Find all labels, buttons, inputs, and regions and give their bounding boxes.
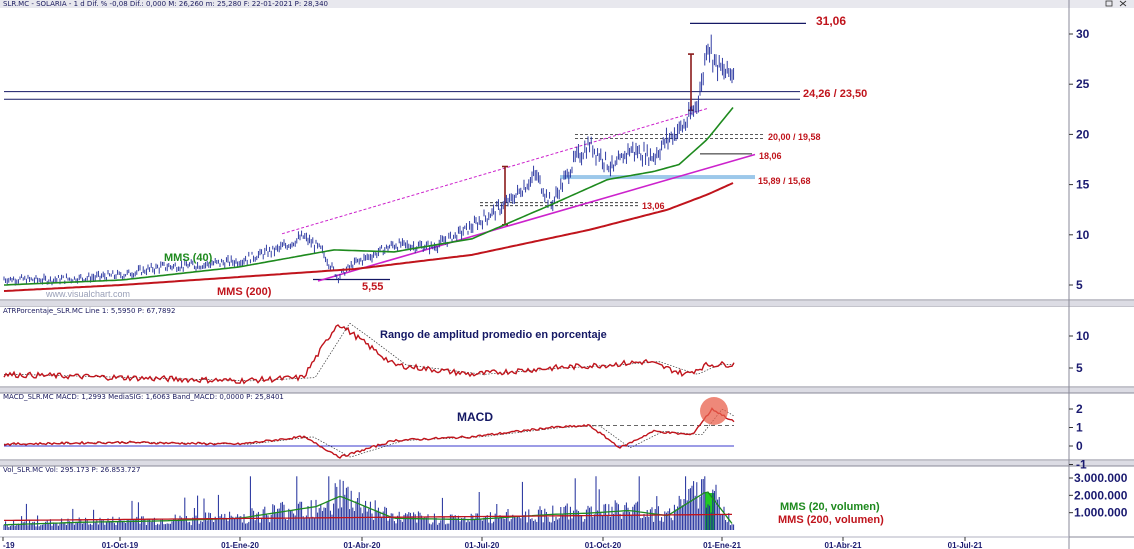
price-panel-header: SLR.MC - SOLARIA - 1 d Dif. % -0,08 Dif.…: [3, 0, 328, 8]
date-tick-label: 01-Ene-20: [221, 541, 259, 549]
price-bars: [3, 34, 735, 286]
label-level-low: 5,55: [362, 281, 383, 293]
macd-tick-label: 2: [1076, 402, 1083, 416]
channel-lower: [317, 153, 756, 282]
label-level-top: 31,06: [816, 14, 846, 28]
atr-line: [3, 324, 735, 385]
price-tick-label: 5: [1076, 278, 1083, 292]
price-tick-label: 30: [1076, 27, 1090, 41]
restore-icon[interactable]: [1105, 0, 1113, 7]
label-level-1306: 13,06: [642, 201, 665, 211]
macd-tick-label: 0: [1076, 439, 1083, 453]
date-tick-label: 01-Abr-20: [344, 541, 381, 549]
close-icon[interactable]: [1119, 0, 1127, 7]
macd-panel: [3, 397, 735, 459]
date-tick-label: 01-Jul-20: [465, 541, 500, 549]
macd-tick-label: 1: [1076, 421, 1083, 435]
watermark: www.visualchart.com: [45, 289, 130, 299]
axes: 30252015105105210-13.000.0002.000.0001.0…: [2, 27, 1128, 549]
price-tick-label: 10: [1076, 228, 1090, 242]
atr-panel-header: ATRPorcentaje_SLR.MC Line 1: 5,5950 P: 6…: [3, 307, 175, 315]
label-level-resistance: 24,26 / 23,50: [803, 88, 867, 100]
date-tick-label: 01-Oct-20: [585, 541, 622, 549]
price-tick-label: 25: [1076, 77, 1090, 91]
volume-mms20-line: [3, 491, 733, 526]
label-vol-mms20: MMS (20, volumen): [780, 501, 880, 513]
date-tick-label: 01-Oct-19: [102, 541, 139, 549]
mms200-line: [3, 182, 734, 292]
date-tick-label: 01-Ene-21: [703, 541, 741, 549]
label-atr-title: Rango de amplitud promedio en porcentaje: [380, 329, 607, 341]
label-macd-title: MACD: [457, 410, 493, 424]
date-tick-label: 01-Jul-21: [948, 541, 983, 549]
volume-tick-label: 1.000.000: [1074, 506, 1128, 520]
macd-signal-line: [4, 408, 735, 458]
atr-signal-line: [4, 322, 735, 382]
atr-tick-label: 5: [1076, 361, 1083, 375]
macd-panel-header: MACD_SLR.MC MACD: 1,2993 MediaSIG: 1,606…: [3, 393, 284, 401]
support-band: [560, 175, 755, 180]
label-level-support: 15,89 / 15,68: [758, 176, 811, 186]
macd-tick-label: -1: [1076, 458, 1087, 472]
mms40-line: [3, 106, 734, 286]
label-mms200: MMS (200): [217, 286, 272, 298]
volume-mms200-line: [4, 513, 732, 522]
price-tick-label: 15: [1076, 178, 1090, 192]
volume-panel-header: Vol_SLR.MC Vol: 295.173 P: 26.853.727: [3, 466, 140, 474]
label-mms40: MMS (40): [164, 252, 213, 264]
date-tick-label: 01-Abr-21: [825, 541, 862, 549]
label-level-1806: 18,06: [759, 151, 782, 161]
window-controls[interactable]: [1105, 0, 1127, 7]
atr-panel: [3, 322, 735, 385]
label-level-2000: 20,00 / 19,58: [768, 132, 821, 142]
macd-line: [3, 407, 735, 459]
volume-tick-label: 3.000.000: [1074, 471, 1128, 485]
label-vol-mms200: MMS (200, volumen): [778, 514, 884, 526]
price-tick-label: 20: [1076, 127, 1090, 141]
date-tick-label: -19: [3, 541, 15, 549]
price-panel: [3, 22, 806, 292]
volume-panel: [3, 476, 735, 530]
atr-tick-label: 10: [1076, 329, 1090, 343]
macd-peak-highlight: [700, 397, 728, 425]
volume-tick-label: 2.000.000: [1074, 488, 1128, 502]
channel-upper: [281, 107, 709, 235]
